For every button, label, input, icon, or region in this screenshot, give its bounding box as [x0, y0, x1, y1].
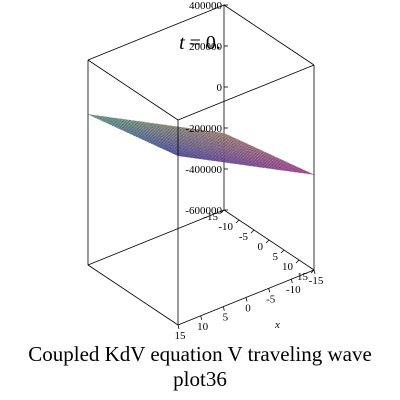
x-tick-label: 0: [245, 303, 251, 315]
y-tick-label: -15: [203, 211, 218, 223]
box-edge: [87, 209, 225, 266]
y-tick-mark: [250, 229, 255, 234]
x-tick-mark: [177, 324, 180, 330]
x-tick-label: -5: [266, 293, 276, 305]
box-edge: [87, 4, 225, 61]
y-tick-label: 5: [273, 251, 279, 263]
y-tick-label: 10: [282, 261, 294, 273]
z-tick-label: -400000: [185, 164, 222, 176]
y-tick-mark: [280, 249, 285, 254]
x-tick-label: -10: [286, 284, 301, 296]
y-tick-label: 15: [297, 271, 309, 283]
z-tick-label: 0: [217, 82, 223, 94]
x-tick-mark: [268, 288, 271, 293]
x-tick-label: 10: [197, 321, 209, 333]
x-tick-label: -15: [309, 275, 324, 287]
figure-caption: Coupled KdV equation V traveling wave pl…: [0, 342, 400, 392]
box-edge: [87, 59, 179, 121]
x-axis-ticks: 15 10 5 0 -5 -10 -15: [175, 269, 324, 340]
x-tick-mark: [290, 279, 293, 284]
y-tick-mark: [265, 239, 270, 244]
x-tick-label: 15: [175, 330, 187, 340]
caption-line-1: Coupled KdV equation V traveling wave: [28, 342, 372, 366]
z-tick-label: 200000: [189, 41, 223, 53]
box-edge: [177, 64, 315, 121]
x-tick-mark: [222, 306, 225, 311]
time-label: t = 0.: [179, 32, 221, 54]
z-tick-label: -200000: [185, 123, 222, 135]
z-axis-ticks: 400000 200000 0 -200000 -400000 -600000: [185, 0, 228, 217]
x-axis-label: x: [274, 319, 280, 331]
x-tick-mark: [200, 315, 203, 320]
y-tick-mark: [310, 269, 315, 274]
y-tick-label: -10: [218, 221, 233, 233]
x-tick-mark: [313, 269, 316, 275]
box-edge: [87, 264, 179, 326]
y-tick-label: -5: [239, 231, 249, 243]
bounding-box-front: [87, 59, 315, 326]
y-tick-mark: [220, 209, 225, 214]
box-edge: [223, 4, 315, 66]
x-tick-mark: [245, 297, 248, 302]
caption-line-2: plot36: [173, 367, 227, 391]
z-tick-label: 400000: [189, 0, 223, 12]
y-tick-label: 0: [258, 241, 264, 253]
y-tick-mark: [295, 259, 300, 264]
y-tick-mark: [235, 219, 240, 224]
x-tick-label: 5: [223, 312, 229, 324]
surface-mesh: [87, 114, 315, 175]
z-tick-label: -600000: [185, 205, 222, 217]
